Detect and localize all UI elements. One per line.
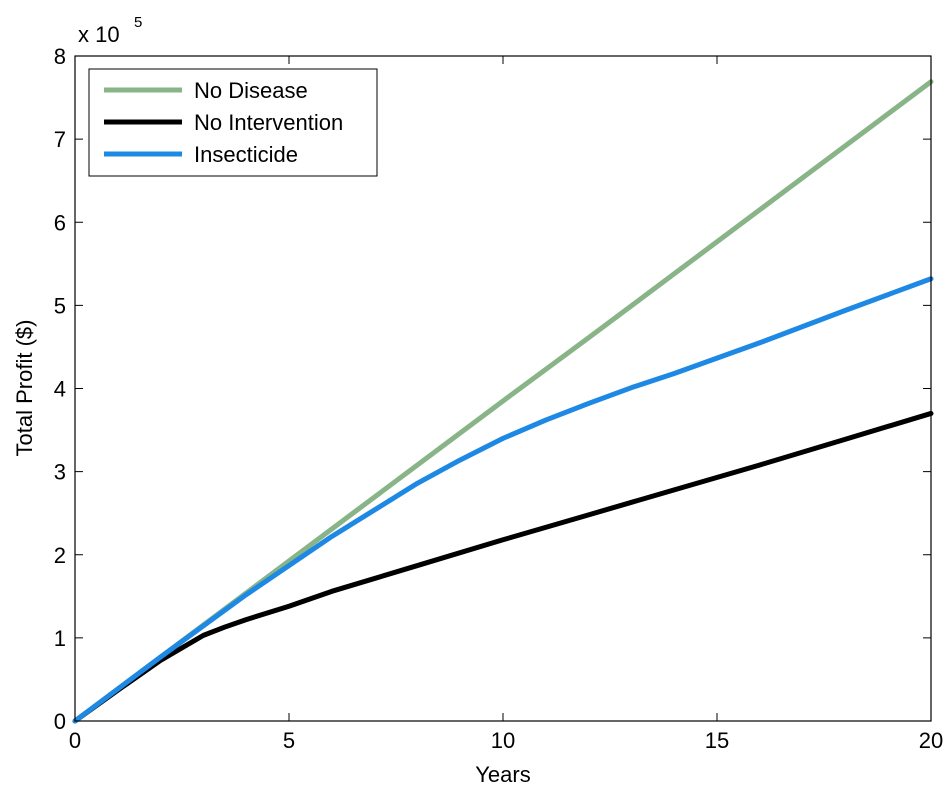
legend: No Disease No Intervention Insecticide bbox=[88, 68, 378, 177]
x-tick-label: 15 bbox=[705, 728, 729, 753]
y-scale-multiplier-base: x 10 bbox=[78, 22, 120, 47]
ticks-layer: 0 5 10 15 20 0 1 2 3 4 5 6 7 8 bbox=[54, 44, 943, 753]
y-tick-label: 4 bbox=[54, 377, 66, 402]
y-tick-label: 1 bbox=[54, 626, 66, 651]
legend-label-insecticide: Insecticide bbox=[194, 142, 298, 167]
y-tick-label: 5 bbox=[54, 293, 66, 318]
x-axis-label: Years bbox=[475, 762, 530, 787]
x-tick-label: 0 bbox=[69, 728, 81, 753]
legend-label-no-disease: No Disease bbox=[194, 78, 308, 103]
y-tick-label: 3 bbox=[54, 460, 66, 485]
y-scale-multiplier-exponent: 5 bbox=[134, 14, 142, 31]
series-line-no-intervention bbox=[72, 410, 934, 724]
series-line-insecticide bbox=[72, 276, 934, 724]
legend-label-no-intervention: No Intervention bbox=[194, 110, 343, 135]
x-tick-label: 10 bbox=[491, 728, 515, 753]
legend-items: No Disease No Intervention Insecticide bbox=[104, 78, 343, 167]
y-tick-label: 8 bbox=[54, 44, 66, 69]
y-tick-label: 0 bbox=[54, 709, 66, 734]
y-axis-label: Total Profit ($) bbox=[12, 320, 37, 457]
x-tick-label: 5 bbox=[283, 728, 295, 753]
y-scale-multiplier: x 10 5 bbox=[78, 14, 142, 47]
x-tick-label: 20 bbox=[919, 728, 943, 753]
y-tick-label: 2 bbox=[54, 543, 66, 568]
series-layer bbox=[72, 79, 934, 724]
y-tick-label: 6 bbox=[54, 210, 66, 235]
y-tick-label: 7 bbox=[54, 127, 66, 152]
